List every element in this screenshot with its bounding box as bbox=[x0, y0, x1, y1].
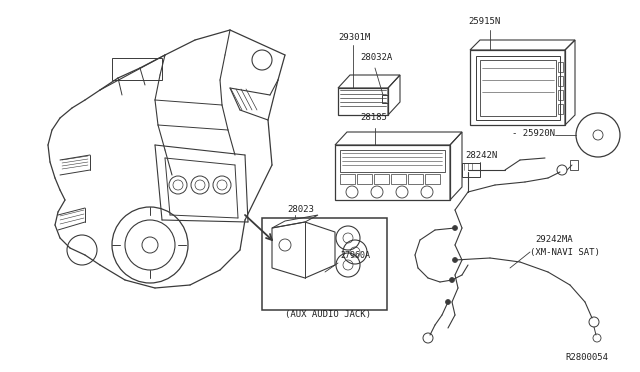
Bar bbox=[340, 150, 445, 172]
Bar bbox=[558, 62, 563, 72]
Bar bbox=[476, 56, 560, 120]
Circle shape bbox=[449, 278, 454, 282]
Text: (AUX AUDIO JACK): (AUX AUDIO JACK) bbox=[285, 311, 371, 320]
Bar bbox=[558, 90, 563, 100]
Text: (XM-NAVI SAT): (XM-NAVI SAT) bbox=[530, 247, 600, 257]
Bar bbox=[425, 174, 440, 184]
Text: 28023: 28023 bbox=[287, 205, 314, 215]
Bar bbox=[462, 163, 480, 177]
Bar bbox=[262, 218, 387, 310]
Bar bbox=[558, 76, 563, 86]
Bar bbox=[340, 174, 355, 184]
Bar bbox=[391, 174, 406, 184]
Text: - 25920N: - 25920N bbox=[512, 128, 555, 138]
Text: 28032A: 28032A bbox=[360, 54, 392, 62]
Bar bbox=[480, 60, 556, 116]
Text: 28185: 28185 bbox=[360, 113, 387, 122]
Bar bbox=[382, 95, 388, 103]
Circle shape bbox=[452, 225, 458, 231]
Text: 25915N: 25915N bbox=[468, 17, 500, 26]
Bar bbox=[558, 104, 563, 114]
Bar bbox=[570, 160, 578, 170]
Text: 28242N: 28242N bbox=[465, 151, 497, 160]
Text: 29242MA: 29242MA bbox=[535, 235, 573, 244]
Text: 29301M: 29301M bbox=[338, 33, 371, 42]
Text: 27960A: 27960A bbox=[340, 250, 370, 260]
Bar bbox=[112, 58, 162, 80]
Bar bbox=[357, 174, 372, 184]
Bar bbox=[408, 174, 423, 184]
Text: R2800054: R2800054 bbox=[565, 353, 608, 362]
Circle shape bbox=[445, 299, 451, 305]
Bar bbox=[374, 174, 389, 184]
Circle shape bbox=[452, 257, 458, 263]
